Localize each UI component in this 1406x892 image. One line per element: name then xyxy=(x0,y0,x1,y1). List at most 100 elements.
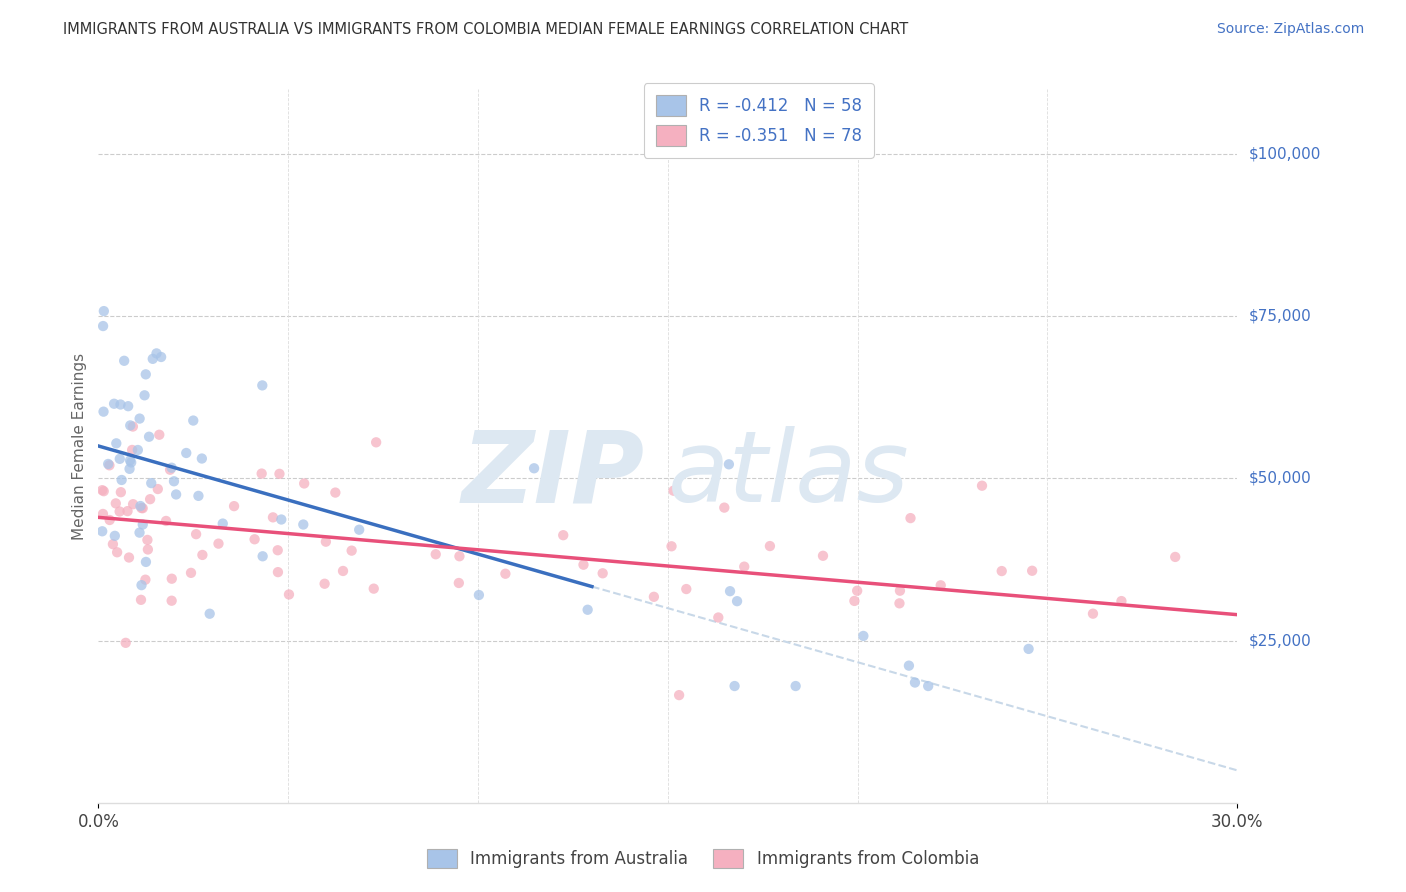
Point xyxy=(315,534,337,549)
Point xyxy=(131,501,153,516)
Point xyxy=(141,476,163,491)
Point xyxy=(844,594,866,608)
Text: $100,000: $100,000 xyxy=(1249,146,1320,161)
Point xyxy=(105,436,128,450)
Point xyxy=(122,419,145,434)
Point xyxy=(131,501,153,516)
Text: IMMIGRANTS FROM AUSTRALIA VS IMMIGRANTS FROM COLOMBIA MEDIAN FEMALE EARNINGS COR: IMMIGRANTS FROM AUSTRALIA VS IMMIGRANTS … xyxy=(63,22,908,37)
Point xyxy=(163,475,186,489)
Point xyxy=(675,582,697,596)
Point xyxy=(110,397,132,411)
Point xyxy=(120,455,142,469)
Point xyxy=(269,467,291,481)
Point xyxy=(191,451,214,466)
Point xyxy=(93,484,115,499)
Text: Source: ZipAtlas.com: Source: ZipAtlas.com xyxy=(1216,22,1364,37)
Point xyxy=(128,525,150,540)
Text: $75,000: $75,000 xyxy=(1249,309,1312,324)
Point xyxy=(181,413,204,427)
Point xyxy=(243,533,266,547)
Point xyxy=(131,578,153,592)
Point xyxy=(136,542,159,557)
Point xyxy=(897,658,920,673)
Point xyxy=(101,537,124,551)
Point xyxy=(108,504,131,518)
Point xyxy=(104,496,127,510)
Point xyxy=(155,514,177,528)
Point xyxy=(207,536,229,550)
Point xyxy=(576,603,599,617)
Point xyxy=(250,467,273,481)
Legend: Immigrants from Australia, Immigrants from Colombia: Immigrants from Australia, Immigrants fr… xyxy=(420,843,986,875)
Point xyxy=(174,446,197,460)
Point xyxy=(785,679,807,693)
Point xyxy=(1021,564,1043,578)
Point xyxy=(447,576,470,591)
Text: atlas: atlas xyxy=(668,426,910,523)
Point xyxy=(129,592,152,607)
Point xyxy=(725,594,748,608)
Point xyxy=(122,497,145,511)
Point xyxy=(267,543,290,558)
Point xyxy=(904,675,927,690)
Point xyxy=(132,517,155,532)
Point xyxy=(889,583,911,598)
Point xyxy=(970,479,993,493)
Point xyxy=(759,539,782,553)
Point xyxy=(852,629,875,643)
Point xyxy=(184,527,207,541)
Point xyxy=(292,476,315,491)
Point xyxy=(718,584,741,599)
Point xyxy=(811,549,834,563)
Point xyxy=(717,458,740,472)
Point xyxy=(150,350,173,364)
Point xyxy=(187,489,209,503)
Point xyxy=(93,304,115,318)
Point xyxy=(142,351,165,366)
Point xyxy=(211,516,233,531)
Point xyxy=(723,679,745,693)
Point xyxy=(553,528,575,542)
Point xyxy=(363,582,385,596)
Point xyxy=(252,549,274,564)
Point xyxy=(146,482,169,496)
Point xyxy=(108,451,131,466)
Point xyxy=(138,430,160,444)
Point xyxy=(104,529,127,543)
Point xyxy=(572,558,595,572)
Point xyxy=(134,388,156,402)
Point xyxy=(118,550,141,565)
Text: $50,000: $50,000 xyxy=(1249,471,1312,486)
Point xyxy=(252,378,274,392)
Point xyxy=(494,566,516,581)
Point xyxy=(136,533,159,547)
Point xyxy=(713,500,735,515)
Point xyxy=(103,397,125,411)
Y-axis label: Median Female Earnings: Median Female Earnings xyxy=(72,352,87,540)
Point xyxy=(111,473,134,487)
Point xyxy=(118,462,141,476)
Point xyxy=(165,487,187,501)
Text: $25,000: $25,000 xyxy=(1249,633,1312,648)
Point xyxy=(267,565,290,579)
Point xyxy=(222,499,245,513)
Point xyxy=(145,346,167,360)
Point xyxy=(129,499,152,513)
Point xyxy=(662,483,685,498)
Point xyxy=(91,483,114,498)
Point xyxy=(112,353,135,368)
Point xyxy=(135,368,157,382)
Point xyxy=(347,523,370,537)
Point xyxy=(160,460,183,475)
Point xyxy=(118,453,141,467)
Point xyxy=(91,507,114,521)
Point xyxy=(668,688,690,702)
Point xyxy=(120,418,142,433)
Point xyxy=(160,572,183,586)
Point xyxy=(340,543,363,558)
Point xyxy=(889,596,911,610)
Point xyxy=(1081,607,1104,621)
Legend: R = -0.412   N = 58, R = -0.351   N = 78: R = -0.412 N = 58, R = -0.351 N = 78 xyxy=(644,83,873,158)
Point xyxy=(425,547,447,561)
Point xyxy=(1164,549,1187,564)
